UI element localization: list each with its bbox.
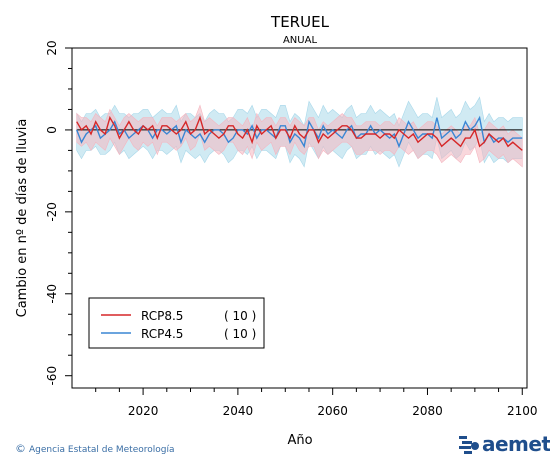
y-axis: 20 0 -20 -40 -60 xyxy=(45,40,72,386)
agency-credit: © Agencia Estatal de Meteorología xyxy=(15,442,175,455)
band-rcp85 xyxy=(76,104,523,168)
legend-count-rcp85: ( 10 ) xyxy=(224,309,256,323)
aemet-logo: aemet xyxy=(458,432,550,456)
x-tick-label: 2060 xyxy=(317,404,348,418)
x-tick-label: 2040 xyxy=(223,404,254,418)
y-tick-label: -20 xyxy=(45,202,59,222)
x-tick-label: 2080 xyxy=(412,404,443,418)
y-tick-label: -60 xyxy=(45,366,59,386)
y-tick-label: 20 xyxy=(45,40,59,55)
x-tick-label: 2100 xyxy=(507,404,538,418)
series-line-rcp85 xyxy=(76,115,523,151)
copyright-icon: © xyxy=(15,442,26,455)
series-line-rcp45 xyxy=(76,115,523,149)
chart-subtitle: ANUAL xyxy=(283,35,317,46)
legend-label-rcp45: RCP4.5 xyxy=(141,327,183,341)
confidence-bands xyxy=(76,96,523,168)
aemet-logo-icon xyxy=(459,436,479,454)
x-axis-label: Año xyxy=(287,433,312,448)
legend-count-rcp45: ( 10 ) xyxy=(224,327,256,341)
y-tick-label: 0 xyxy=(45,126,59,134)
legend-label-rcp85: RCP8.5 xyxy=(141,309,183,323)
legend: RCP8.5 ( 10 ) RCP4.5 ( 10 ) xyxy=(88,297,265,349)
legend-box xyxy=(88,297,265,349)
plot-frame xyxy=(71,47,528,389)
x-tick-label: 2020 xyxy=(128,404,159,418)
logo-text: aemet xyxy=(482,432,550,456)
chart-title: TERUEL xyxy=(270,13,330,31)
y-tick-label: -40 xyxy=(45,284,59,304)
x-axis: 2020 2040 2060 2080 2100 xyxy=(95,388,538,418)
agency-name: Agencia Estatal de Meteorología xyxy=(29,445,175,455)
series-lines xyxy=(76,115,523,151)
y-axis-label: Cambio en nº de días de lluvia xyxy=(15,119,30,318)
